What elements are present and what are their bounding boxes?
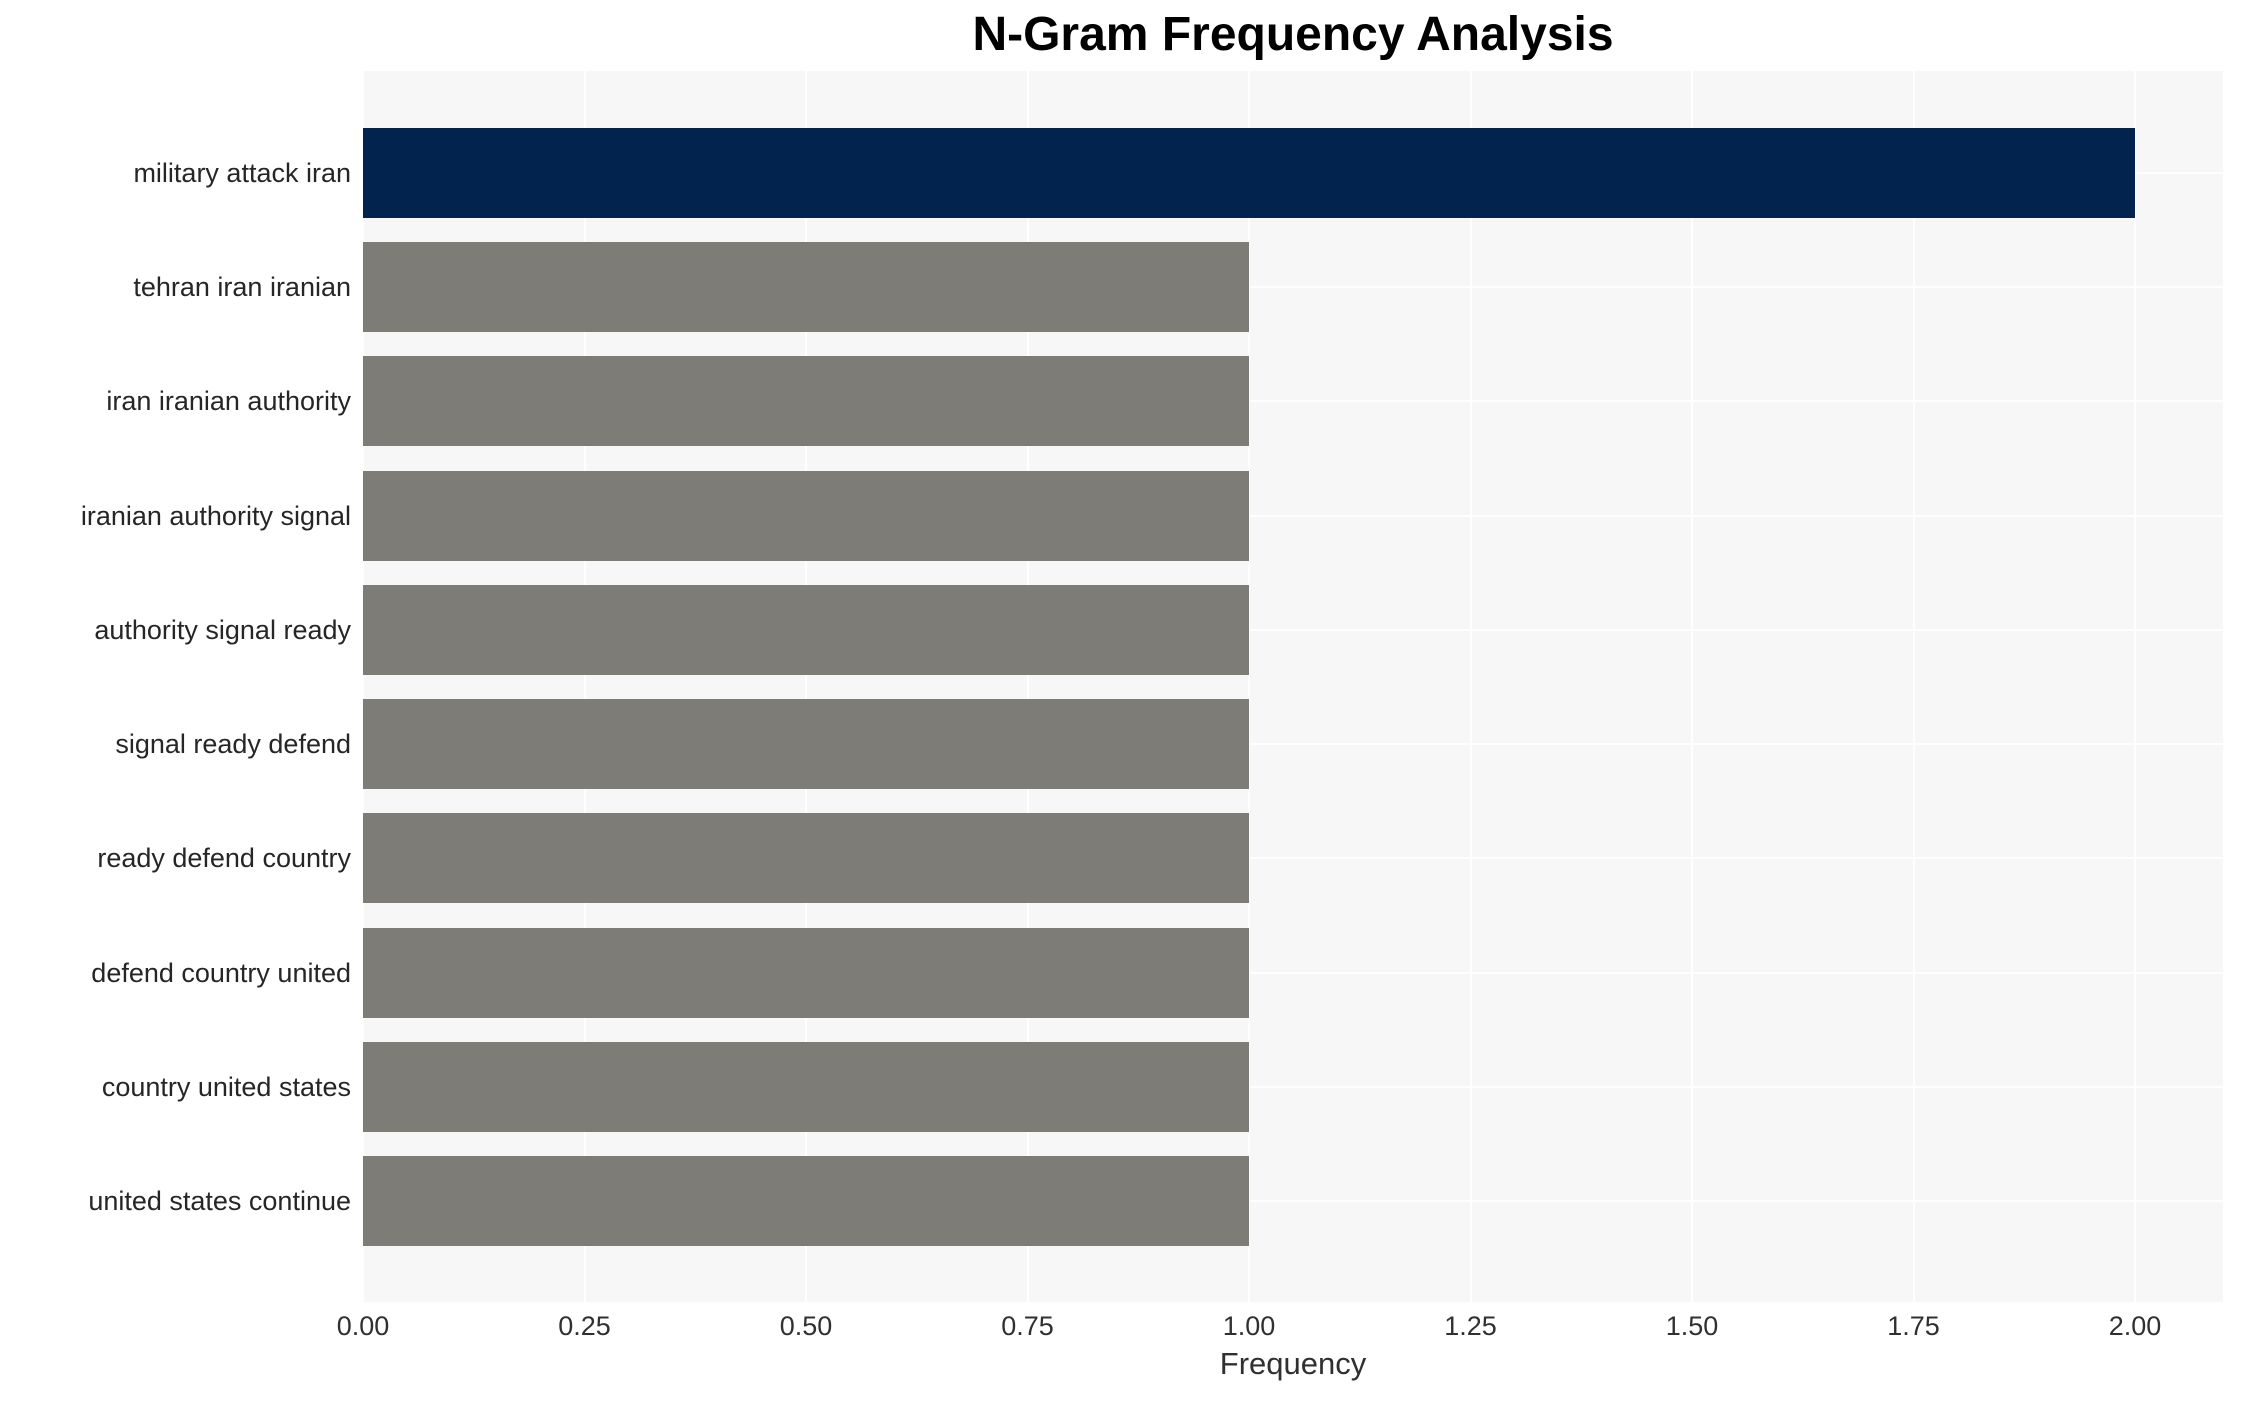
grid-line-horizontal	[363, 628, 2223, 631]
x-tick-label: 1.00	[1222, 1311, 1276, 1341]
x-tick-label: 1.75	[1887, 1311, 1940, 1341]
grid-line-vertical	[1026, 71, 1029, 1302]
grid-line-horizontal	[363, 400, 2223, 403]
category-label: tehran iran iranian	[133, 272, 351, 303]
grid-line-vertical	[1248, 71, 1250, 1302]
grid-line-vertical	[363, 71, 364, 1302]
category-label: iran iranian authority	[106, 386, 351, 417]
grid-line-vertical	[583, 71, 586, 1302]
grid-line-vertical	[1691, 71, 1693, 1302]
category-label: defend country united	[91, 957, 351, 988]
grid-line-horizontal	[363, 514, 2223, 517]
grid-line-horizontal	[363, 1199, 2223, 1202]
chart-title: N-Gram Frequency Analysis	[972, 8, 1614, 61]
grid-line-horizontal	[363, 971, 2223, 974]
bar	[363, 356, 1249, 447]
bar	[363, 1041, 1249, 1132]
category-label: ready defend country	[97, 843, 351, 874]
x-tick-label: 0.75	[1001, 1311, 1054, 1341]
x-tick-label: 1.25	[1444, 1311, 1497, 1341]
bar	[363, 128, 2135, 218]
x-tick-label: 0.25	[558, 1311, 611, 1341]
grid-line-vertical	[1469, 71, 1472, 1302]
category-label: signal ready defend	[115, 729, 351, 760]
grid-line-horizontal	[363, 1085, 2223, 1088]
bar	[363, 584, 1249, 675]
grid-line-horizontal	[363, 857, 2223, 860]
x-tick-label: 1.50	[1665, 1311, 1719, 1341]
bar	[363, 927, 1249, 1018]
x-axis-label: Frequency	[1219, 1346, 1367, 1381]
bar	[363, 470, 1249, 561]
x-tick-label: 0.50	[779, 1311, 833, 1341]
category-label: authority signal ready	[94, 614, 351, 645]
plot-area	[363, 71, 2223, 1302]
grid-line-vertical	[2134, 71, 2136, 1302]
category-label: military attack iran	[133, 158, 351, 188]
category-label: iranian authority signal	[80, 500, 351, 531]
bar	[363, 242, 1249, 333]
bar	[363, 1155, 1249, 1246]
category-label: country united states	[101, 1071, 351, 1102]
x-tick-label: 0.00	[336, 1311, 390, 1341]
grid-line-vertical	[805, 71, 807, 1302]
grid-line-vertical	[1912, 71, 1915, 1302]
bar	[363, 813, 1249, 904]
grid-line-horizontal	[363, 743, 2223, 746]
grid-line-horizontal	[363, 286, 2223, 289]
x-tick-label: 2.00	[2108, 1311, 2162, 1341]
category-label: united states continue	[88, 1185, 351, 1216]
bar	[363, 699, 1249, 790]
